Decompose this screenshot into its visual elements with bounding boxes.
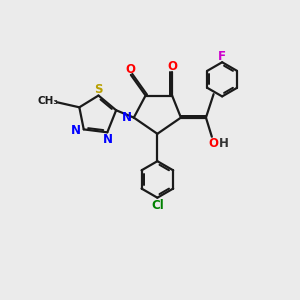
Text: CH₃: CH₃	[38, 96, 59, 106]
Text: Cl: Cl	[151, 199, 164, 212]
Text: O: O	[126, 63, 136, 76]
Text: O: O	[167, 60, 177, 73]
Text: H: H	[219, 137, 229, 150]
Text: O: O	[208, 137, 218, 150]
Text: N: N	[70, 124, 80, 137]
Text: F: F	[218, 50, 226, 63]
Text: N: N	[122, 111, 132, 124]
Text: S: S	[94, 82, 102, 95]
Text: N: N	[103, 133, 113, 146]
